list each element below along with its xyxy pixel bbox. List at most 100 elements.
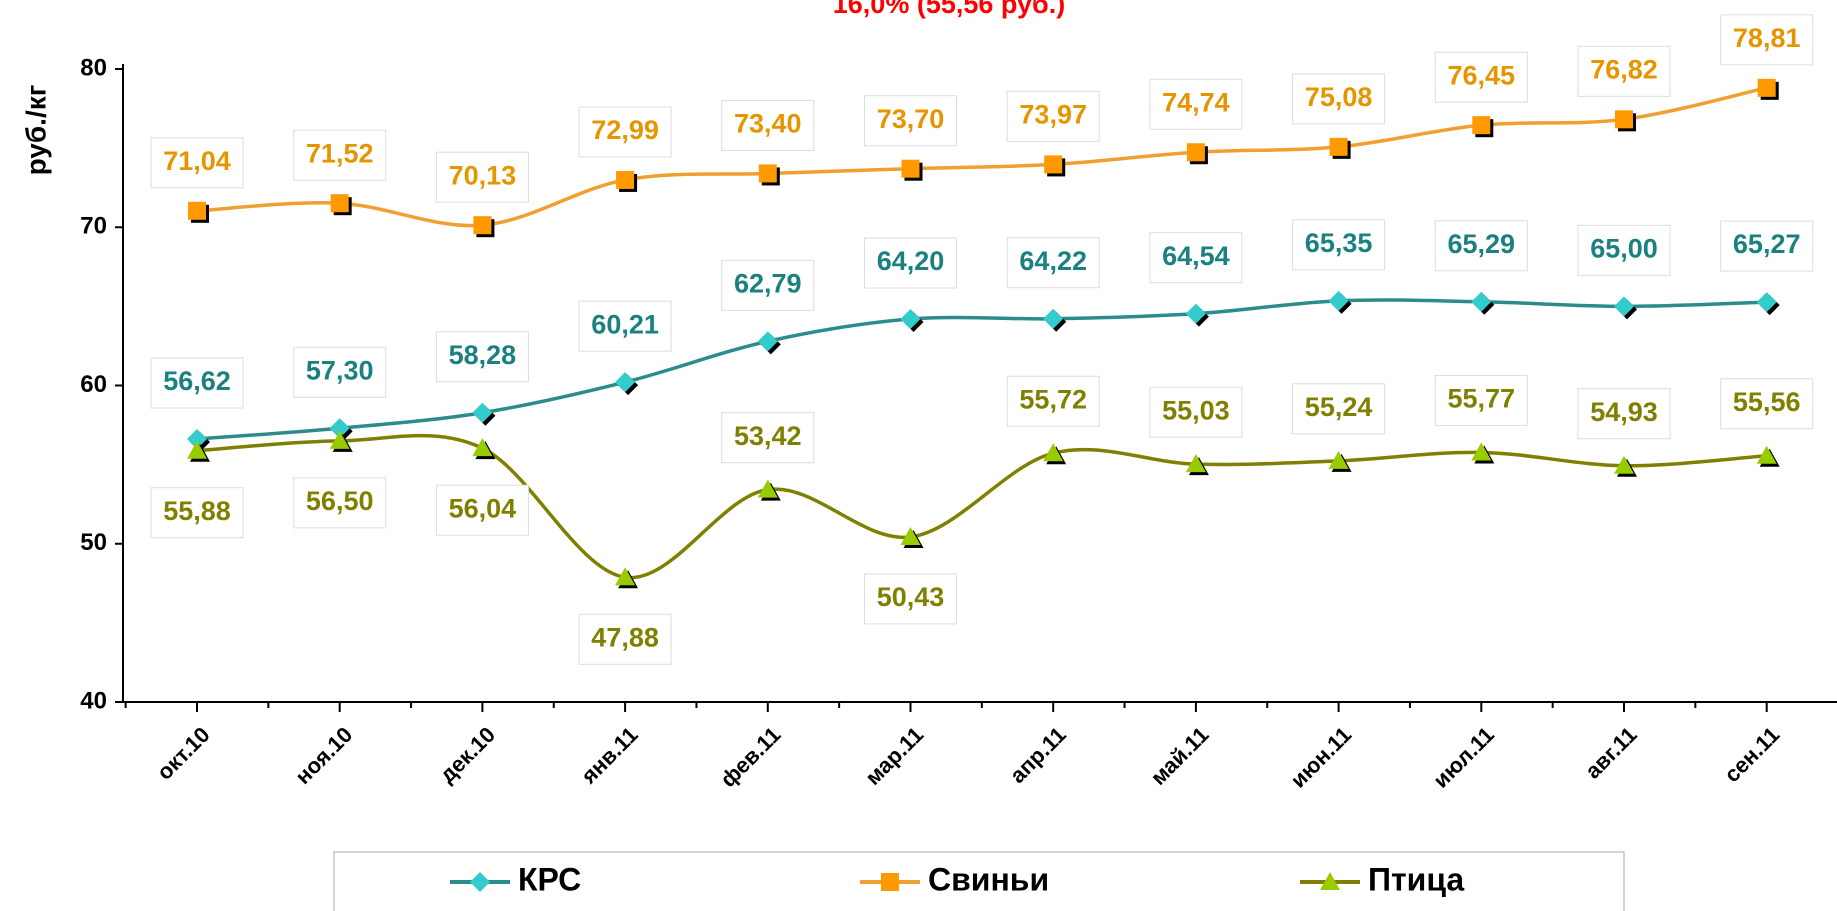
marker xyxy=(1472,116,1491,135)
data-label: 60,21 xyxy=(591,309,659,339)
marker xyxy=(1328,450,1349,469)
data-label-box xyxy=(1006,237,1100,289)
x-tick-label: сен.11 xyxy=(1719,722,1784,787)
data-label: 71,52 xyxy=(306,138,374,168)
data-label: 55,56 xyxy=(1733,387,1801,417)
marker xyxy=(1615,110,1633,129)
data-label: 74,74 xyxy=(1162,87,1230,117)
chart-title: 16,0% (55,56 руб.) xyxy=(833,0,1065,19)
x-tick-label: ноя.10 xyxy=(290,722,357,789)
marker xyxy=(616,170,635,189)
data-label: 55,03 xyxy=(1162,395,1230,425)
marker xyxy=(1756,445,1777,464)
data-label-box xyxy=(293,129,387,181)
marker xyxy=(187,428,207,449)
marker xyxy=(1329,137,1348,156)
data-label-box xyxy=(864,237,957,289)
data-label: 70,13 xyxy=(449,160,517,190)
data-label-box xyxy=(1720,14,1814,66)
data-label-box xyxy=(721,99,815,151)
data-label-box xyxy=(293,477,387,529)
marker xyxy=(1471,442,1492,461)
y-tick-label: 40 xyxy=(80,687,107,714)
data-label-box xyxy=(1577,388,1671,440)
data-label: 55,77 xyxy=(1448,384,1516,414)
marker xyxy=(758,164,777,183)
x-tick-label: май.11 xyxy=(1146,722,1214,790)
x-tick-label: янв.11 xyxy=(576,722,643,789)
legend-label: Свиньи xyxy=(928,861,1049,897)
data-label: 73,97 xyxy=(1019,100,1087,130)
data-label: 50,43 xyxy=(877,582,945,612)
data-label-box xyxy=(1434,374,1528,426)
data-label: 76,82 xyxy=(1590,54,1658,84)
data-label-box xyxy=(864,95,957,147)
x-tick-label: дек.10 xyxy=(434,722,500,788)
data-label: 64,54 xyxy=(1162,241,1230,271)
data-label: 56,62 xyxy=(163,366,231,396)
data-label-box xyxy=(1720,378,1814,430)
data-label-box xyxy=(1434,51,1528,103)
marker xyxy=(881,873,899,891)
data-label: 56,50 xyxy=(306,486,374,516)
legend-label: Птица xyxy=(1368,861,1464,897)
data-label: 78,81 xyxy=(1733,23,1801,53)
y-tick-label: 50 xyxy=(80,529,107,556)
marker xyxy=(900,526,921,545)
marker xyxy=(329,418,350,439)
data-label-box xyxy=(150,487,244,539)
data-label-box xyxy=(150,137,244,189)
y-tick-label: 70 xyxy=(80,213,107,240)
data-label: 64,22 xyxy=(1019,246,1087,276)
y-tick-label: 80 xyxy=(80,54,107,81)
data-label: 54,93 xyxy=(1590,397,1658,427)
data-label: 73,40 xyxy=(734,109,802,139)
data-label-box xyxy=(1720,220,1814,272)
y-tick-label: 60 xyxy=(80,371,107,398)
x-tick-label: фев.11 xyxy=(715,722,785,792)
data-label: 71,04 xyxy=(163,146,231,176)
data-label-box xyxy=(578,613,672,665)
marker xyxy=(1185,454,1206,473)
series-line xyxy=(196,433,1767,580)
marker xyxy=(187,440,207,459)
data-label-box xyxy=(1292,219,1386,271)
data-label-box xyxy=(435,331,529,383)
data-label-box xyxy=(1577,45,1671,97)
data-label: 76,45 xyxy=(1448,60,1516,90)
data-label-box xyxy=(1577,224,1671,276)
series-line xyxy=(196,298,1767,441)
marker xyxy=(1614,296,1634,317)
x-tick-label: мар.11 xyxy=(860,722,928,790)
marker xyxy=(1186,143,1205,162)
data-label-box xyxy=(1434,220,1528,272)
data-label: 57,30 xyxy=(306,355,374,385)
marker xyxy=(472,402,493,423)
data-label-box xyxy=(435,151,529,203)
x-tick-label: апр.11 xyxy=(1005,722,1071,788)
data-label: 53,42 xyxy=(734,421,802,451)
legend-label: КРС xyxy=(518,861,581,897)
data-label: 55,88 xyxy=(163,496,231,526)
marker xyxy=(1757,78,1776,97)
marker xyxy=(1044,155,1063,174)
marker xyxy=(329,430,350,449)
x-tick-label: окт.10 xyxy=(152,722,215,785)
marker xyxy=(615,567,636,586)
marker xyxy=(1043,308,1064,329)
data-label: 55,24 xyxy=(1305,392,1373,422)
data-label: 62,79 xyxy=(734,268,802,298)
data-label: 55,72 xyxy=(1019,384,1087,414)
data-label-box xyxy=(150,357,244,409)
marker xyxy=(330,194,349,213)
marker xyxy=(473,216,492,235)
data-label: 75,08 xyxy=(1305,82,1373,112)
marker xyxy=(1614,455,1634,474)
data-label: 58,28 xyxy=(449,340,517,370)
data-label-box xyxy=(435,484,529,536)
marker xyxy=(901,159,920,178)
data-label-box xyxy=(1292,73,1386,125)
data-label-box xyxy=(1149,386,1243,438)
marker xyxy=(757,331,778,352)
